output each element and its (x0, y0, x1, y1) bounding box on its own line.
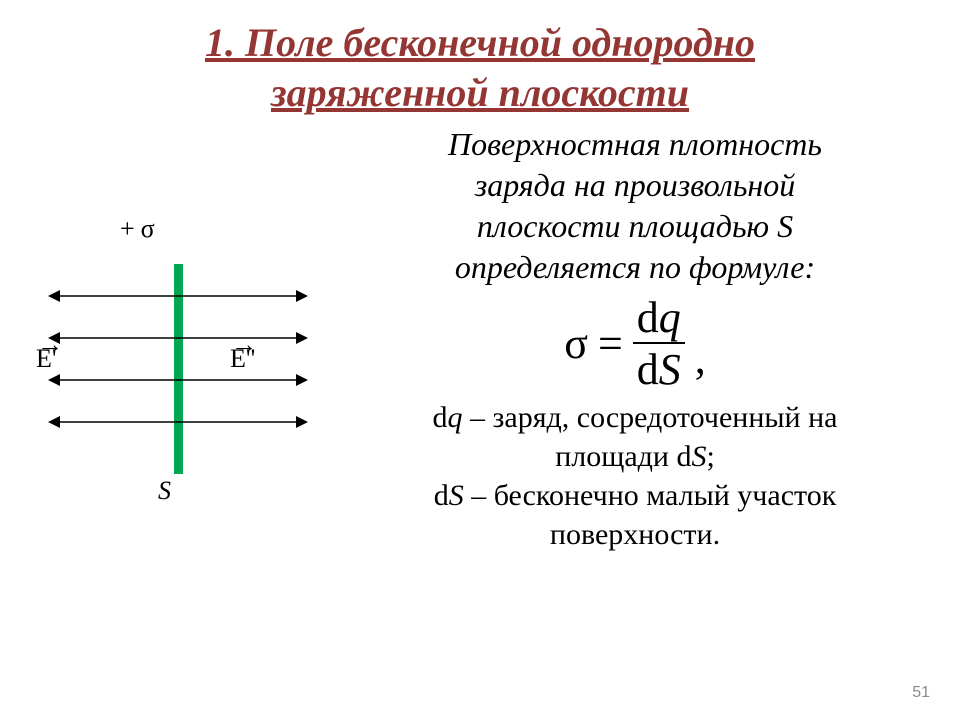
s-label: S (158, 476, 171, 506)
definitions: dq – заряд, сосредоточенный на площади d… (338, 398, 932, 554)
intro-l1: Поверхностная плотность (448, 126, 822, 162)
intro-l2: заряда на произвольной (475, 167, 796, 203)
field-arrow (28, 414, 318, 430)
e-right-label: → E'' (230, 344, 255, 374)
def4: поверхности. (550, 518, 720, 551)
intro-text: Поверхностная плотность заряда на произв… (338, 124, 932, 288)
title-line1: 1. Поле бесконечной однородно (205, 20, 755, 65)
page-number: 51 (912, 684, 930, 702)
def3-S: S (449, 479, 464, 512)
def1-q: q (448, 401, 463, 434)
formula-eq: = (598, 318, 623, 369)
num-q: q (659, 293, 681, 342)
formula-sigma: σ (564, 318, 588, 369)
plus-sign: + (120, 214, 135, 244)
num-d: d (637, 293, 659, 342)
content-row: + σ → E' → E'' S Поверхностная плотность (0, 124, 960, 564)
def1-d: d (433, 401, 448, 434)
den-d: d (637, 345, 659, 394)
def3-rest: – бесконечно малый участок (464, 479, 837, 512)
field-diagram: + σ → E' → E'' S (28, 204, 328, 564)
def2-c: ; (706, 440, 714, 473)
field-arrow (28, 330, 318, 346)
def2-a: площади d (555, 440, 691, 473)
intro-l4: определяется по формуле: (455, 249, 815, 285)
e-left-label: → E' (36, 344, 57, 374)
def1-rest: – заряд, сосредоточенный на (463, 401, 838, 434)
formula-comma: , (695, 333, 706, 392)
sigma-symbol: σ (141, 214, 155, 244)
def2-S: S (691, 440, 706, 473)
intro-l3: плоскости площадью S (477, 208, 793, 244)
den-S: S (659, 345, 681, 394)
s-text: S (158, 476, 171, 505)
field-arrow (28, 372, 318, 388)
formula-fraction: dq dS (633, 296, 685, 392)
right-column: Поверхностная плотность заряда на произв… (328, 124, 932, 554)
field-arrow (28, 288, 318, 304)
slide-title: 1. Поле бесконечной однородно заряженной… (0, 0, 960, 118)
def3-d: d (434, 479, 449, 512)
sigma-label: + σ (120, 214, 155, 244)
title-line2: заряженной плоскости (271, 70, 689, 115)
sigma-formula: σ = dq dS , (338, 296, 932, 392)
